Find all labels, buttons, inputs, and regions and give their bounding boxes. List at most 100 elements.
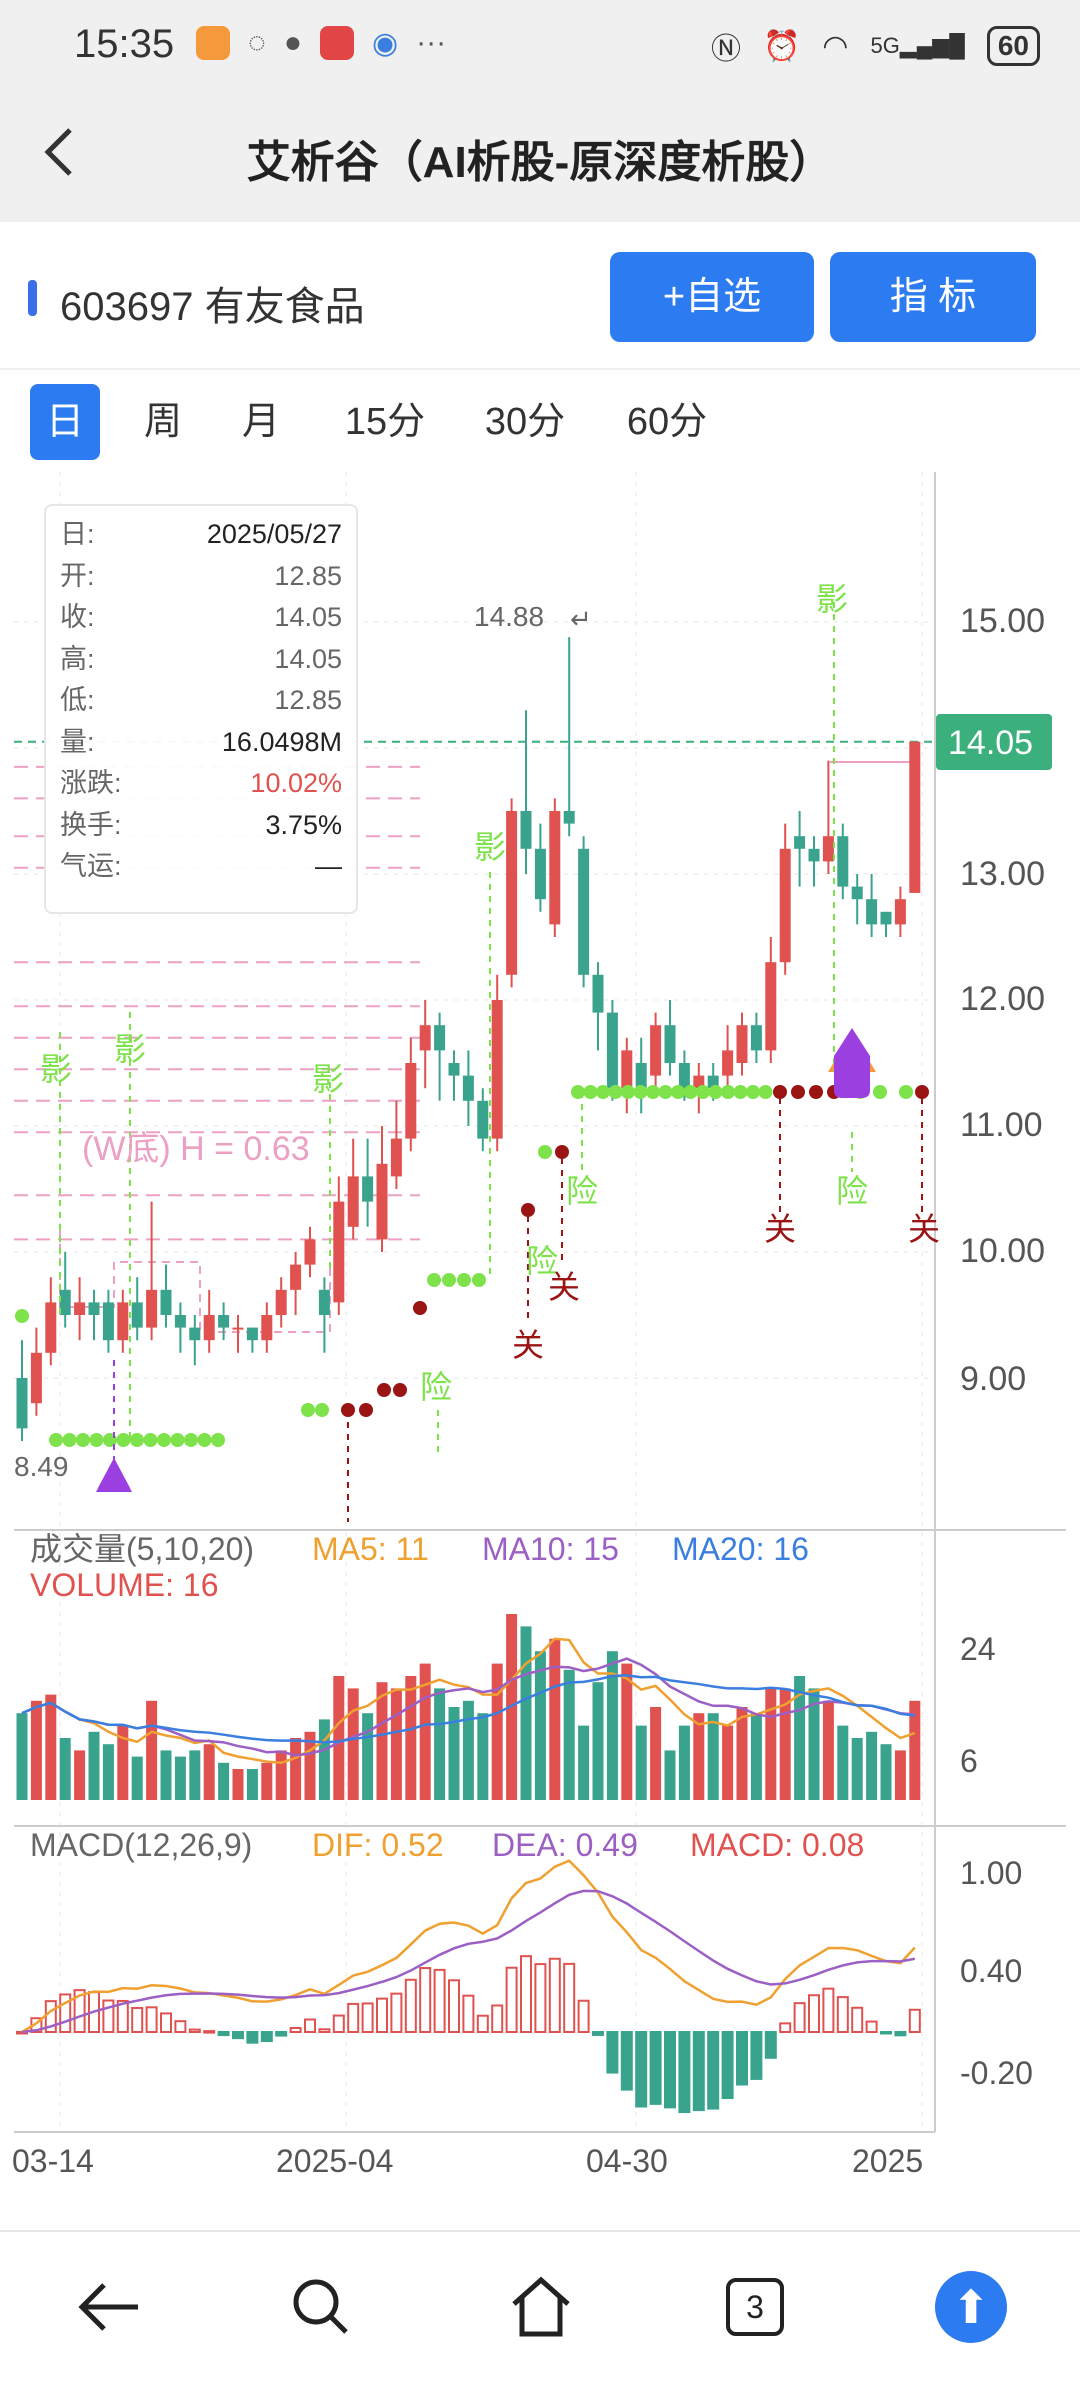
macd-bar <box>404 1978 417 2034</box>
volume-bar <box>578 1725 590 1800</box>
candle-body <box>419 1025 431 1051</box>
candle-body <box>909 741 921 893</box>
volume-bar <box>174 1756 186 1800</box>
candle-body <box>275 1289 287 1315</box>
macd-bar <box>448 1979 460 2034</box>
chart-area[interactable]: 15.00 14.05 13.00 12.00 11.00 10.00 9.00… <box>0 472 1080 2192</box>
kline-chart[interactable]: 15.00 14.05 13.00 12.00 11.00 10.00 9.00… <box>0 472 1080 2192</box>
bottom-navigation: 3 ⬆ <box>0 2230 1080 2400</box>
info-row: 高: 14.05 <box>60 639 342 681</box>
support-dot <box>899 1085 913 1099</box>
macd-bar <box>880 2031 892 2035</box>
tab-60min[interactable]: 60分 <box>626 401 708 443</box>
info-value: 12.85 <box>274 685 342 715</box>
buy-marker-icon <box>98 1458 130 1488</box>
macd-bar <box>649 2031 662 2105</box>
volume-bar <box>707 1713 719 1800</box>
volume-bar <box>592 1682 604 1800</box>
candle-body <box>822 836 834 862</box>
volume-bar <box>693 1713 705 1800</box>
macd-bar <box>332 2014 345 2033</box>
tab-30min[interactable]: 30分 <box>484 401 566 443</box>
candle-body <box>462 1075 474 1101</box>
volume-bar <box>88 1731 100 1800</box>
macd-bar <box>131 2006 144 2034</box>
support-dot <box>658 1085 673 1099</box>
info-value: 14.05 <box>274 602 342 632</box>
macd-bar <box>289 2027 302 2034</box>
close-label: 关 <box>764 1211 796 1247</box>
close-dot <box>791 1085 805 1099</box>
support-dot <box>721 1085 735 1099</box>
info-value: 3.75% <box>265 809 342 840</box>
macd-bar <box>73 1989 86 2033</box>
close-dot <box>809 1085 823 1099</box>
indicator-button[interactable]: 指 标 <box>830 252 1036 342</box>
candle-body <box>102 1302 114 1341</box>
candle-body <box>376 1163 388 1240</box>
shadow-label: 影 <box>816 581 848 617</box>
candle-body <box>606 1012 618 1089</box>
macd-dea: DEA: 0.49 <box>492 1827 638 1863</box>
support-dot <box>170 1433 185 1447</box>
tab-week[interactable]: 周 <box>143 401 182 443</box>
candle-info-box: 日: 2025/05/27 开: 12.85 收: 14.05 高: 14.05 低: 12.85… <box>44 504 358 914</box>
tab-day[interactable]: 日 <box>30 384 100 460</box>
volume-bar <box>434 1688 446 1800</box>
close-dot <box>521 1203 535 1217</box>
arrow-up-icon: ⬆ <box>935 2271 1007 2343</box>
tab-month[interactable]: 月 <box>241 401 280 443</box>
macd-bar <box>563 1962 576 2034</box>
tab-count-button[interactable]: 3 <box>710 2262 800 2352</box>
volume-bar <box>405 1676 417 1800</box>
candle-body <box>146 1289 158 1328</box>
pattern-outline <box>830 761 916 802</box>
risk-label: 险 <box>526 1243 558 1279</box>
high-arrow-icon: ↵ <box>570 604 592 634</box>
support-dot <box>873 1085 887 1099</box>
search-icon[interactable] <box>276 2262 366 2352</box>
x-tick-2025: 2025 <box>852 2143 923 2179</box>
volume-bar <box>477 1713 489 1800</box>
macd-bar <box>620 2031 633 2091</box>
candle-body <box>16 1378 28 1429</box>
scroll-top-button[interactable]: ⬆ <box>926 2262 1016 2352</box>
candle-body <box>880 911 892 925</box>
close-dot <box>377 1383 391 1397</box>
price-tick-11: 11.00 <box>960 1106 1043 1144</box>
macd-bar <box>793 2002 806 2034</box>
support-dot <box>683 1085 698 1099</box>
candle-body <box>74 1302 86 1315</box>
candle-body <box>59 1289 71 1315</box>
support-dot <box>427 1273 441 1287</box>
macd-bar <box>851 2006 864 2034</box>
support-dot <box>442 1273 456 1287</box>
support-dot <box>708 1085 723 1099</box>
support-dot <box>733 1085 748 1099</box>
macd-dif-line <box>21 1859 916 2034</box>
volume-bar <box>722 1725 734 1800</box>
support-dot <box>608 1085 623 1099</box>
home-icon[interactable] <box>496 2262 586 2352</box>
macd-bar <box>419 1967 432 2034</box>
add-watchlist-button[interactable]: +自选 <box>610 252 814 342</box>
support-dot <box>89 1433 104 1447</box>
volume-bar <box>462 1700 474 1800</box>
candle-body <box>448 1063 460 1076</box>
volume-bar <box>621 1663 633 1800</box>
back-arrow-icon[interactable] <box>64 2262 154 2352</box>
volume-bar <box>808 1688 820 1800</box>
chevron-left-icon[interactable] <box>38 120 78 196</box>
candle-body <box>362 1176 374 1202</box>
close-label: 关 <box>908 1211 940 1247</box>
info-row: 涨跌: 10.02% <box>60 763 342 805</box>
close-label: 关 <box>548 1269 580 1305</box>
volume-ma10: MA10: 15 <box>482 1531 619 1567</box>
info-label: 低: <box>60 685 95 715</box>
volume-bar <box>203 1744 215 1800</box>
candle-body <box>131 1302 143 1328</box>
volume-bar <box>246 1769 258 1800</box>
macd-bar <box>260 2031 273 2043</box>
tab-15min[interactable]: 15分 <box>344 401 426 443</box>
macd-bar <box>476 2014 489 2033</box>
